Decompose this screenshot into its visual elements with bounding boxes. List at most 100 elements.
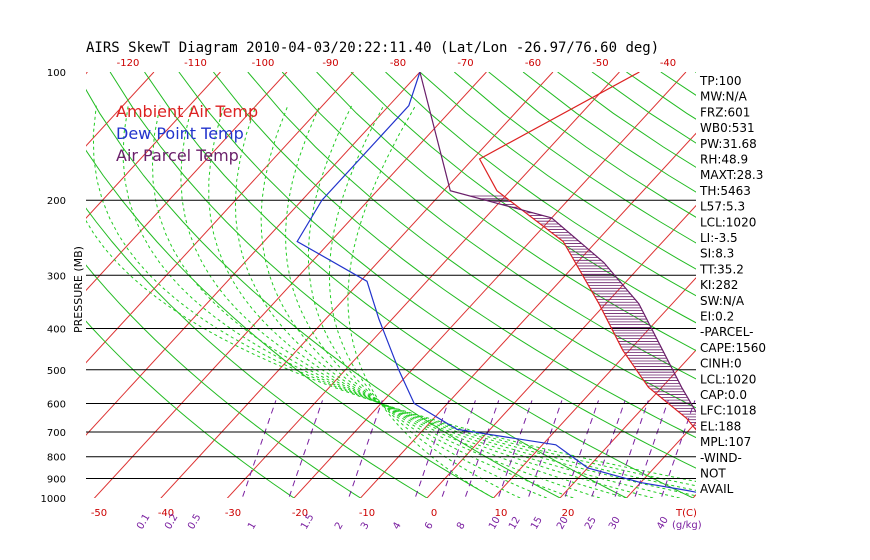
pressure-tick-label: 900 [47, 475, 66, 486]
dry-adiabat-line [833, 72, 870, 507]
dry-adiabat-line [522, 72, 696, 193]
bottom-temp-tick-label: 0 [431, 508, 437, 519]
pressure-tick-label: 300 [47, 271, 66, 282]
mixing-ratio-line [348, 400, 383, 498]
isotherm-line [86, 72, 221, 219]
isotherm-line [86, 72, 288, 292]
moist-adiabat-line [328, 105, 521, 498]
legend-item: Dew Point Temp [116, 124, 244, 143]
index-item: NOT [700, 467, 726, 481]
isotherm-line [359, 132, 696, 498]
isotherm-line [625, 421, 696, 498]
dry-adiabat-line [247, 72, 696, 409]
index-item: LI:-3.5 [700, 231, 738, 245]
top-temp-tick-layer: -120 -110 -100 -90 -80 -70 -60 -50 -40 [117, 58, 677, 69]
mixing-ratio-label: 0.5 [186, 512, 203, 531]
isotherm-line [818, 72, 870, 507]
pressure-tick-label: 200 [47, 196, 66, 207]
mixing-ratio-label: 15 [529, 515, 545, 532]
index-item: TH:5463 [699, 184, 751, 198]
moist-adiabat-line [92, 105, 696, 487]
series-layer [296, 72, 696, 493]
mixing-ratio-line [660, 400, 696, 498]
index-item: -WIND- [700, 451, 742, 465]
index-item: CAPE:1560 [700, 341, 766, 355]
mixing-ratio-line [288, 400, 323, 498]
top-temp-tick-label: -50 [592, 58, 608, 69]
moist-adiabat-line [208, 105, 654, 498]
index-item: LFC:1018 [700, 404, 757, 418]
index-item: CINH:0 [700, 357, 742, 371]
moist-adiabat-line [234, 105, 627, 498]
mixing-ratio-line [414, 400, 450, 498]
dry-adiabat-line [453, 72, 696, 244]
mixing-ratio-label: 8 [455, 520, 468, 531]
top-temp-tick-label: -90 [322, 58, 338, 69]
index-item: MW:N/A [700, 90, 748, 104]
index-item: MAXT:28.3 [700, 168, 763, 182]
moist-adiabat-line [151, 105, 696, 497]
index-item: WB0:531 [700, 121, 755, 135]
mixing-ratio-line [798, 400, 835, 507]
isotherm-line [86, 72, 354, 364]
dry-adiabat-line [86, 207, 428, 498]
top-temp-tick-label: -40 [660, 58, 676, 69]
legend-item: Ambient Air Temp [116, 102, 258, 121]
bottom-temp-tick-layer: -50 -40 -30 -20 -10 0 10 20 [91, 508, 575, 519]
mixing-ratio-line [527, 400, 563, 498]
mixing-ratio-label: 3 [359, 520, 372, 531]
dry-adiabat-line [385, 72, 696, 297]
pressure-tick-label: 1000 [41, 494, 66, 505]
moist-adiabat-line [308, 105, 547, 498]
dry-adiabat-line [178, 72, 696, 469]
index-item: EI:0.2 [700, 310, 734, 324]
chart-title: AIRS SkewT Diagram 2010-04-03/20:22:11.4… [86, 40, 659, 56]
dry-adiabat-line [281, 72, 696, 380]
pressure-tick-label: 400 [47, 324, 66, 335]
x-axis-label-temp: T(C) [675, 508, 697, 519]
mixing-ratio-line [241, 400, 277, 498]
grid-layer [0, 72, 870, 507]
mixing-ratio-line [755, 400, 792, 507]
legend: Ambient Air Temp Dew Point Temp Air Parcel… [116, 102, 258, 165]
mixing-ratio-label: 25 [583, 515, 599, 532]
index-item: RH:48.9 [700, 153, 748, 167]
top-temp-tick-label: -110 [184, 58, 207, 69]
isotherm-line [160, 72, 554, 498]
top-temp-tick-label: -80 [390, 58, 406, 69]
index-item: CAP:0.0 [700, 388, 747, 402]
mixing-ratio-line [564, 400, 599, 498]
pressure-tick-label: 600 [47, 399, 66, 410]
dry-adiabat-line [86, 264, 362, 498]
index-item: AVAIL [700, 482, 734, 496]
isotherm-line [226, 72, 620, 498]
isobar-layer [86, 199, 696, 480]
index-item: TP:100 [699, 74, 742, 88]
cape-hatch-layer [470, 195, 696, 429]
index-item: PW:31.68 [700, 137, 757, 151]
moist-adiabat-line [347, 105, 494, 498]
index-item: EL:188 [700, 419, 741, 433]
isotherm-line [293, 72, 687, 498]
bottom-temp-tick-label: 20 [562, 508, 575, 519]
isotherm-line [426, 204, 696, 498]
bottom-temp-tick-label: -20 [292, 508, 308, 519]
mixing-ratio-label: 4 [391, 520, 404, 531]
mixing-ratio-label-layer: 0.1 0.2 0.5 1 1.5 2 3 4 6 8 10 12 15 20 25 30 40 [135, 512, 671, 531]
top-temp-tick-label: -100 [252, 58, 275, 69]
mixing-ratio-label: 40 [655, 515, 671, 532]
index-item: TT:35.2 [699, 262, 744, 276]
mixing-ratio-label: 12 [507, 515, 523, 532]
mixing-ratio-label: 2 [333, 520, 346, 531]
mixing-ratio-label: 0.1 [135, 512, 152, 531]
index-item: SW:N/A [700, 294, 745, 308]
top-temp-tick-label: -70 [457, 58, 473, 69]
index-item: KI:282 [700, 278, 738, 292]
isotherm-line [0, 72, 21, 507]
mixing-ratio-label: 6 [423, 520, 436, 531]
pressure-tick-label: 700 [47, 428, 66, 439]
dry-adiabat-line [350, 72, 696, 324]
dry-adiabat-line [144, 72, 695, 498]
mixing-ratio-line [590, 400, 626, 498]
